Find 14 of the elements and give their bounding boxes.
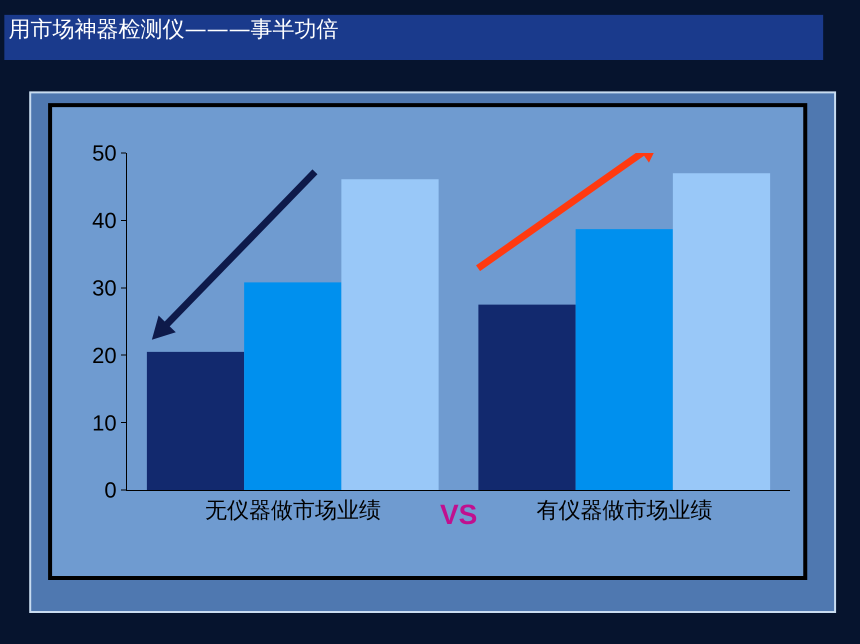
text: VS bbox=[440, 499, 478, 530]
y-tick-label: 10 bbox=[92, 410, 117, 436]
bar bbox=[341, 179, 439, 490]
chart-title: 用市场神器检测仪———事半功倍 bbox=[8, 18, 339, 43]
y-tick-label: 30 bbox=[92, 276, 117, 300]
y-tick-label: 20 bbox=[92, 342, 117, 368]
x-tick-label: 无仪器做市场业绩 bbox=[204, 498, 381, 524]
x-tick-label: 有仪器做市场业绩 bbox=[536, 498, 712, 524]
bar bbox=[672, 173, 770, 490]
bar bbox=[478, 304, 576, 490]
y-tick-label: 0 bbox=[104, 478, 117, 503]
y-tick-label: 50 bbox=[92, 140, 117, 166]
bar bbox=[146, 352, 244, 490]
y-tick-label: 40 bbox=[92, 208, 117, 234]
